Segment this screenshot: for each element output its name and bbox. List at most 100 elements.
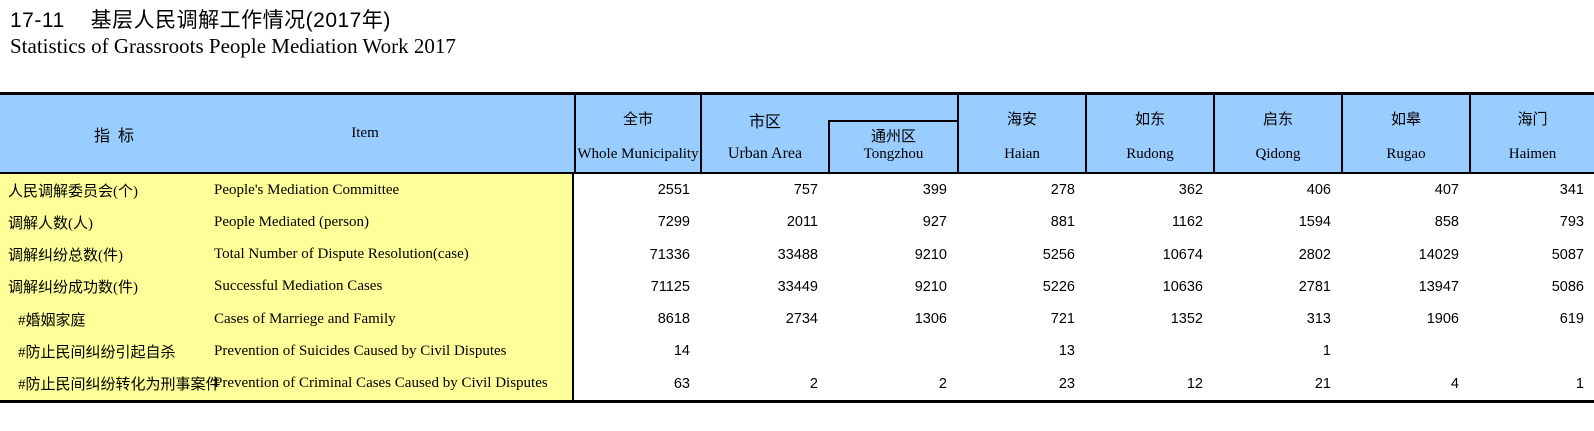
col-en: Qidong (1255, 146, 1301, 162)
cell-value: 33449 (777, 278, 818, 295)
row-label: #婚姻家庭 Cases of Marriege and Family (0, 303, 572, 335)
cell-value: 721 (1050, 311, 1075, 328)
cell-value: 13947 (1418, 278, 1459, 295)
cell-value: 1594 (1298, 214, 1331, 231)
table-row: 8618 2734 1306 721 1352 313 1906 619 (574, 303, 1594, 335)
cell-value: 406 (1306, 182, 1331, 199)
table-row: 71125 33449 9210 5226 10636 2781 13947 5… (574, 271, 1594, 303)
cell-value: 63 (673, 375, 690, 392)
cell-value: 619 (1559, 311, 1584, 328)
cell-value: 10636 (1162, 278, 1203, 295)
table-row: 2551 757 399 278 362 406 407 341 (574, 174, 1594, 206)
cell-value: 2781 (1298, 278, 1331, 295)
col-zh: 通州区 (870, 129, 916, 145)
col-zh: 海安 (1006, 112, 1037, 128)
cell-value: 881 (1050, 214, 1075, 231)
col-en: Rugao (1386, 146, 1426, 162)
header-cell-urban-area-group: 市区 Urban Area 通州区 Tongzhou (700, 95, 957, 172)
header-cell-urban-area: 市区 Urban Area (702, 95, 828, 172)
page-title-zh: 基层人民调解工作情况(2017年) (90, 9, 391, 32)
table-header-row: 指 标 Item 全市 Whole Municipality 市区 Urban … (0, 95, 1594, 174)
cell-value: 1162 (1171, 214, 1203, 231)
indicator-header-zh: 指 标 (93, 127, 136, 145)
cell-value: 927 (922, 214, 947, 231)
header-cell-whole-municipality: 全市 Whole Municipality (574, 95, 700, 172)
cell-value: 2551 (657, 182, 690, 199)
cell-value: 7299 (657, 214, 690, 231)
row-label: 调解纠纷总数(件) Total Number of Dispute Resolu… (0, 239, 572, 271)
cell-value: 5086 (1551, 278, 1584, 295)
row-label: 调解纠纷成功数(件) Successful Mediation Cases (0, 271, 572, 303)
row-label: 人民调解委员会(个) People's Mediation Committee (0, 174, 572, 206)
col-en: Rudong (1126, 146, 1174, 162)
cell-value: 2734 (785, 311, 818, 328)
cell-value: 1 (1322, 343, 1331, 360)
col-en: Whole Municipality (577, 146, 699, 162)
cell-value: 10674 (1162, 246, 1203, 263)
table-row: 14 13 1 (574, 335, 1594, 367)
row-label: #防止民间纠纷转化为刑事案件 Prevention of Criminal Ca… (0, 368, 572, 400)
cell-value: 793 (1559, 214, 1584, 231)
cell-value: 757 (793, 182, 818, 199)
row-label-en: People's Mediation Committee (214, 181, 400, 198)
page-title: 17-11 基层人民调解工作情况(2017年) (10, 4, 391, 34)
table-number: 17-11 (10, 9, 65, 32)
col-en: Urban Area (727, 145, 803, 162)
cell-value: 9210 (914, 246, 947, 263)
col-zh: 启东 (1262, 112, 1293, 128)
col-en: Haimen (1508, 146, 1557, 162)
row-label-en: Cases of Marriege and Family (214, 310, 396, 327)
col-en: Tongzhou (863, 146, 924, 162)
cell-value: 23 (1058, 375, 1075, 392)
row-label-zh: #防止民间纠纷引起自杀 (18, 344, 176, 361)
row-label-zh: 调解纠纷成功数(件) (8, 280, 138, 297)
table-body: 人民调解委员会(个) People's Mediation Committee … (0, 174, 1594, 400)
row-label-en: Prevention of Suicides Caused by Civil D… (214, 342, 507, 359)
cell-value: 407 (1434, 182, 1459, 199)
table-row: 7299 2011 927 881 1162 1594 858 793 (574, 206, 1594, 238)
cell-value: 278 (1050, 182, 1075, 199)
header-cell-tongzhou: 通州区 Tongzhou (828, 120, 957, 172)
row-label: 调解人数(人) People Mediated (person) (0, 206, 572, 238)
header-cell-haimen: 海门 Haimen (1469, 95, 1594, 172)
col-zh: 全市 (622, 112, 653, 128)
cell-value: 13 (1058, 343, 1075, 360)
col-zh: 如皋 (1390, 112, 1421, 128)
row-label-en: Successful Mediation Cases (214, 278, 383, 295)
col-en: Haian (1004, 146, 1040, 162)
header-cell-haian: 海安 Haian (957, 95, 1085, 172)
row-label-en: Total Number of Dispute Resolution(case) (214, 246, 469, 263)
cell-value: 8618 (657, 311, 690, 328)
cell-value: 2 (809, 375, 818, 392)
row-label-en: Prevention of Criminal Cases Caused by C… (214, 375, 548, 392)
cell-value: 71125 (650, 278, 690, 295)
cell-value: 362 (1178, 182, 1203, 199)
cell-value: 33488 (777, 246, 818, 263)
table-row: 63 2 2 23 12 21 4 1 (574, 368, 1594, 400)
cell-value: 5256 (1042, 246, 1075, 263)
indicator-header-en: Item (351, 125, 379, 141)
header-cell-qidong: 启东 Qidong (1213, 95, 1341, 172)
cell-value: 313 (1306, 311, 1331, 328)
cell-value: 2011 (786, 214, 818, 231)
row-label-zh: #婚姻家庭 (18, 312, 86, 329)
cell-value: 1352 (1170, 311, 1203, 328)
cell-value: 12 (1186, 375, 1203, 392)
cell-value: 1906 (1426, 311, 1459, 328)
cell-value: 858 (1434, 214, 1459, 231)
cell-value: 1 (1575, 375, 1584, 392)
col-zh: 如东 (1134, 112, 1165, 128)
header-cell-indicator: 指 标 Item (0, 95, 574, 172)
header-cell-rudong: 如东 Rudong (1085, 95, 1213, 172)
cell-value: 71336 (649, 246, 690, 263)
row-label-zh: #防止民间纠纷转化为刑事案件 (18, 377, 221, 394)
header-cell-rugao: 如皋 Rugao (1341, 95, 1469, 172)
cell-value: 5087 (1551, 246, 1584, 263)
row-label: #防止民间纠纷引起自杀 Prevention of Suicides Cause… (0, 335, 572, 367)
data-columns: 2551 757 399 278 362 406 407 341 7299 20… (574, 174, 1594, 400)
page-title-en: Statistics of Grassroots People Mediatio… (10, 34, 456, 58)
cell-value: 5226 (1042, 278, 1075, 295)
cell-value: 4 (1450, 375, 1459, 392)
col-zh: 海门 (1517, 112, 1548, 128)
